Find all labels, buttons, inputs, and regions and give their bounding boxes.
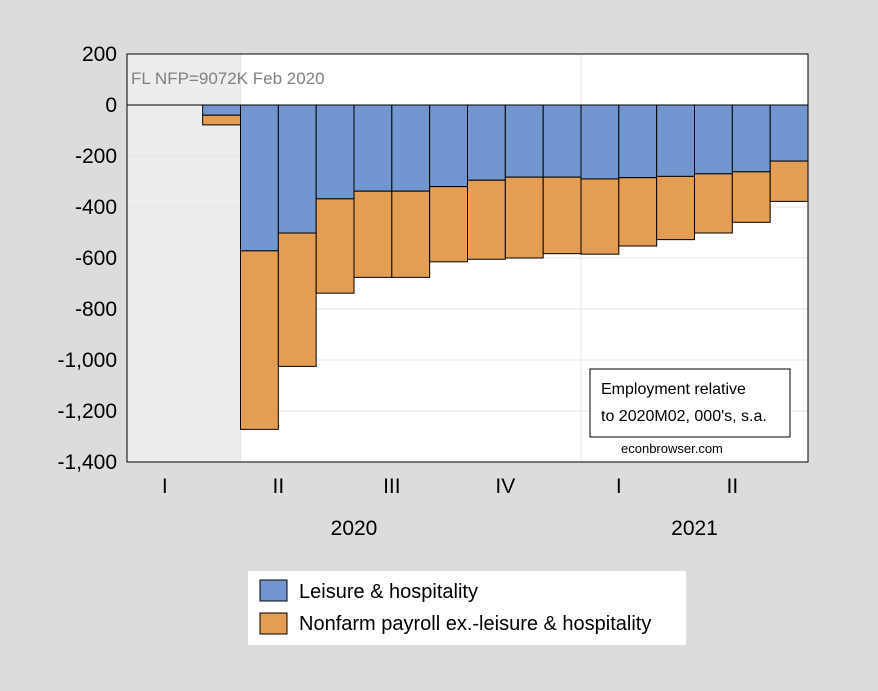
bar-leisure-2020-06 — [315, 104, 355, 200]
y-tick-label: -1,400 — [57, 451, 117, 474]
note-text: FL NFP=9072K Feb 2020 — [131, 69, 325, 88]
y-tick-label: -400 — [75, 196, 117, 219]
y-tick-label: 200 — [82, 43, 117, 66]
legend-label-leisure: Leisure & hospitality — [299, 581, 478, 603]
bar-nonfarm-2020-04 — [240, 250, 279, 430]
bar-nonfarm-2020-06 — [315, 198, 355, 294]
x-quarter-label: I — [616, 475, 622, 498]
bars — [202, 104, 809, 430]
bar-nonfarm-2020-03 — [202, 114, 242, 126]
source-text: econbrowser.com — [621, 441, 723, 456]
bar-nonfarm-2020-12 — [542, 176, 582, 255]
y-tick-label: -200 — [75, 145, 117, 168]
bar-nonfarm-2021-03 — [656, 175, 696, 241]
x-quarter-label: II — [272, 475, 284, 498]
bar-nonfarm-2020-08 — [391, 190, 431, 278]
y-tick-label: -800 — [75, 298, 117, 321]
bar-leisure-2020-05 — [277, 104, 317, 234]
bar-nonfarm-2020-10 — [467, 179, 506, 260]
bar-nonfarm-2021-04 — [694, 173, 733, 234]
bar-nonfarm-2021-01 — [580, 178, 620, 255]
bar-leisure-2021-03 — [656, 104, 696, 177]
bar-nonfarm-2021-02 — [618, 177, 658, 247]
y-tick-label: 0 — [105, 94, 117, 117]
bar-leisure-2020-11 — [504, 104, 544, 178]
bar-leisure-2021-01 — [580, 104, 620, 180]
x-quarter-label: II — [726, 475, 738, 498]
legend: Leisure & hospitality Nonfarm payroll ex… — [248, 571, 686, 645]
annotation-line-1: Employment relative — [601, 381, 746, 398]
bar-leisure-2020-07 — [353, 104, 393, 192]
plot-border — [126, 53, 809, 463]
bar-leisure-2020-10 — [467, 104, 506, 181]
bar-nonfarm-2020-11 — [504, 176, 544, 259]
x-year-label: 2021 — [671, 517, 718, 540]
y-tick-label: -1,000 — [57, 349, 117, 372]
y-tick-label: -600 — [75, 247, 117, 270]
annotation-box — [589, 368, 791, 438]
legend-swatch-leisure — [259, 579, 288, 602]
bar-leisure-2020-09 — [429, 104, 468, 188]
bar-leisure-2020-08 — [391, 104, 431, 192]
legend-label-nonfarm: Nonfarm payroll ex.-leisure & hospitalit… — [299, 613, 651, 635]
legend-swatch-nonfarm — [259, 612, 288, 635]
y-tick-label: -1,200 — [57, 400, 117, 423]
x-quarter-label: IV — [495, 475, 515, 498]
x-quarter-label: III — [383, 475, 401, 498]
bar-nonfarm-2020-09 — [429, 186, 468, 263]
x-year-label: 2020 — [331, 517, 378, 540]
bar-nonfarm-2020-05 — [277, 232, 317, 367]
bar-leisure-2021-05 — [731, 104, 771, 173]
bar-nonfarm-2021-06 — [769, 160, 809, 202]
annotation-line-2: to 2020M02, 000's, s.a. — [601, 408, 767, 425]
bar-leisure-2020-03 — [202, 104, 242, 116]
bar-nonfarm-2021-05 — [731, 171, 771, 223]
bar-leisure-2020-04 — [240, 104, 279, 252]
y-axis: 200 0 -200 -400 -600 -800 -1,000 -1,200 -1,400 — [57, 43, 117, 474]
bar-leisure-2020-12 — [542, 104, 582, 178]
bar-leisure-2021-06 — [769, 104, 809, 162]
legend-box — [248, 571, 686, 645]
x-quarter-label: I — [162, 475, 168, 498]
bar-leisure-2021-02 — [618, 104, 658, 179]
bar-leisure-2021-04 — [694, 104, 733, 175]
bar-nonfarm-2020-07 — [353, 190, 393, 278]
